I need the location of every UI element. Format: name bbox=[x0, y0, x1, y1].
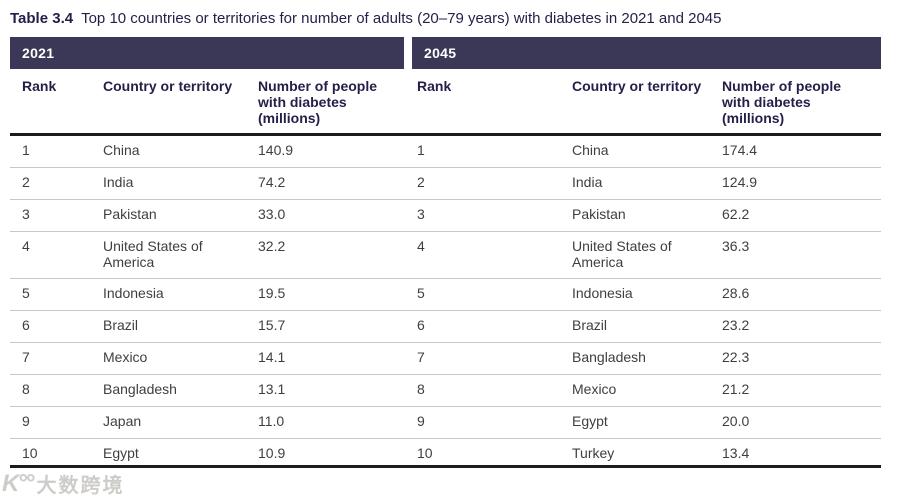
rank-2021: 7 bbox=[22, 349, 30, 365]
value-2045: 174.4 bbox=[722, 142, 758, 158]
rank-2045: 10 bbox=[417, 445, 433, 461]
country-2021: Pakistan bbox=[103, 206, 157, 222]
header-rank-2021: Rank bbox=[22, 78, 57, 94]
table-row: 10 Egypt 10.9 10 Turkey 13.4 bbox=[10, 439, 881, 468]
year-header-band: 2021 2045 bbox=[10, 37, 881, 69]
value-2045: 20.0 bbox=[722, 413, 750, 429]
value-2045: 36.3 bbox=[722, 238, 750, 254]
rank-2045: 9 bbox=[417, 413, 425, 429]
header-number-2021: Number of people with diabetes (millions… bbox=[258, 78, 378, 126]
table-row: 8 Bangladesh 13.1 8 Mexico 21.2 bbox=[10, 375, 881, 407]
rank-2045: 6 bbox=[417, 317, 425, 333]
table-row: 4 United States of America 32.2 4 United Sta… bbox=[10, 232, 881, 279]
table-number-label: Table 3.4 bbox=[10, 10, 74, 27]
watermark-logo-icon: K°° bbox=[2, 469, 35, 497]
column-header-row: Rank Country or territory Number of peop… bbox=[10, 69, 881, 136]
year-band-2021: 2021 bbox=[10, 37, 404, 69]
rank-2045: 2 bbox=[417, 174, 425, 190]
value-2021: 15.7 bbox=[258, 317, 286, 333]
watermark-text: 大数跨境 bbox=[36, 475, 125, 497]
rank-2021: 9 bbox=[22, 413, 30, 429]
value-2045: 28.6 bbox=[722, 285, 750, 301]
country-2045: Brazil bbox=[572, 317, 608, 333]
country-2021: Bangladesh bbox=[103, 381, 177, 397]
rank-2021: 2 bbox=[22, 174, 30, 190]
country-2045: Bangladesh bbox=[572, 349, 646, 365]
value-2021: 10.9 bbox=[258, 445, 286, 461]
value-2021: 74.2 bbox=[258, 174, 286, 190]
rank-2045: 7 bbox=[417, 349, 425, 365]
header-rank-2045: Rank bbox=[417, 78, 452, 94]
country-2021: Japan bbox=[103, 413, 142, 429]
country-2045: Turkey bbox=[572, 445, 615, 461]
value-2045: 21.2 bbox=[722, 381, 750, 397]
year-band-2045: 2045 bbox=[412, 37, 881, 69]
rank-2021: 8 bbox=[22, 381, 30, 397]
value-2021: 13.1 bbox=[258, 381, 286, 397]
rank-2021: 4 bbox=[22, 238, 30, 254]
header-country-2045: Country or territory bbox=[572, 78, 702, 94]
table-title: Table 3.4 Top 10 countries or territories… bbox=[10, 0, 881, 37]
value-2021: 140.9 bbox=[258, 142, 294, 158]
table-row: 1 China 140.9 1 China 174.4 bbox=[10, 136, 881, 168]
header-number-2045: Number of people with diabetes (millions… bbox=[722, 78, 842, 126]
country-2045: India bbox=[572, 174, 603, 190]
country-2045: Indonesia bbox=[572, 285, 633, 301]
country-2045: China bbox=[572, 142, 609, 158]
value-2045: 62.2 bbox=[722, 206, 750, 222]
rank-2045: 4 bbox=[417, 238, 425, 254]
rank-2021: 5 bbox=[22, 285, 30, 301]
value-2045: 13.4 bbox=[722, 445, 750, 461]
table-row: 7 Mexico 14.1 7 Bangladesh 22.3 bbox=[10, 343, 881, 375]
value-2045: 124.9 bbox=[722, 174, 758, 190]
rank-2021: 10 bbox=[22, 445, 38, 461]
value-2021: 32.2 bbox=[258, 238, 286, 254]
rank-2045: 8 bbox=[417, 381, 425, 397]
value-2021: 33.0 bbox=[258, 206, 286, 222]
country-2045: Mexico bbox=[572, 381, 617, 397]
table-row: 6 Brazil 15.7 6 Brazil 23.2 bbox=[10, 311, 881, 343]
rank-2021: 6 bbox=[22, 317, 30, 333]
table-body: 1 China 140.9 1 China 174.4 2 India 74.2 2 India 12… bbox=[10, 136, 881, 468]
value-2045: 22.3 bbox=[722, 349, 750, 365]
country-2021: China bbox=[103, 142, 140, 158]
rank-2021: 1 bbox=[22, 142, 30, 158]
rank-2021: 3 bbox=[22, 206, 30, 222]
table-row: 3 Pakistan 33.0 3 Pakistan 62.2 bbox=[10, 200, 881, 232]
value-2021: 14.1 bbox=[258, 349, 286, 365]
table-title-text: Top 10 countries or territories for numb… bbox=[81, 10, 722, 27]
country-2045: Egypt bbox=[572, 413, 608, 429]
table-row: 5 Indonesia 19.5 5 Indonesia 28.6 bbox=[10, 279, 881, 311]
value-2045: 23.2 bbox=[722, 317, 750, 333]
country-2045: Pakistan bbox=[572, 206, 626, 222]
country-2021: United States of America bbox=[103, 238, 203, 270]
table-row: 9 Japan 11.0 9 Egypt 20.0 bbox=[10, 407, 881, 439]
country-2021: Brazil bbox=[103, 317, 139, 333]
country-2021: Mexico bbox=[103, 349, 148, 365]
value-2021: 11.0 bbox=[258, 413, 285, 429]
country-2021: Egypt bbox=[103, 445, 139, 461]
header-country-2021: Country or territory bbox=[103, 78, 233, 94]
rank-2045: 3 bbox=[417, 206, 425, 222]
table-figure: Table 3.4 Top 10 countries or territories… bbox=[10, 0, 881, 468]
watermark: K°° 大数跨境 bbox=[2, 469, 125, 498]
table-row: 2 India 74.2 2 India 124.9 bbox=[10, 168, 881, 200]
value-2021: 19.5 bbox=[258, 285, 286, 301]
rank-2045: 1 bbox=[417, 142, 425, 158]
country-2021: India bbox=[103, 174, 134, 190]
rank-2045: 5 bbox=[417, 285, 425, 301]
country-2021: Indonesia bbox=[103, 285, 164, 301]
country-2045: United States of America bbox=[572, 238, 672, 270]
